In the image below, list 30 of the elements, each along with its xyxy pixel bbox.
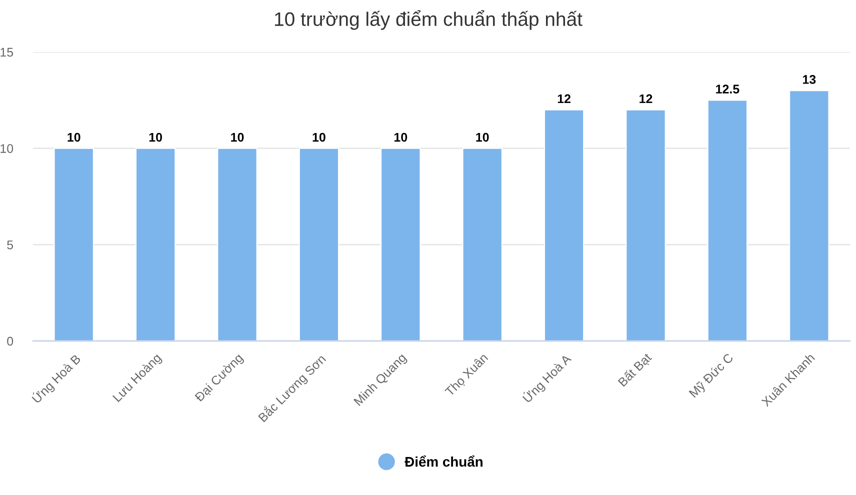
data-label: 10 — [476, 132, 489, 142]
bar — [544, 109, 584, 341]
bar — [707, 100, 748, 341]
y-tick-label: 5 — [7, 240, 14, 250]
chart-title: 10 trường lấy điểm chuẩn thấp nhất — [275, 10, 582, 30]
legend-label: Điểm chuẩn — [404, 455, 482, 467]
data-label: 12 — [558, 94, 570, 104]
data-label: 12.5 — [716, 84, 740, 94]
bar — [380, 148, 421, 341]
x-tick-label: Ứng Hoà A — [520, 352, 574, 405]
bar — [626, 109, 666, 341]
data-label: 10 — [394, 132, 408, 142]
y-tick-label: 10 — [0, 144, 14, 153]
y-tick-label: 0 — [7, 336, 14, 346]
y-tick-label: 15 — [0, 48, 14, 57]
x-tick-label: Ứng Hoà B — [30, 352, 83, 406]
bar — [298, 148, 340, 341]
bar — [135, 148, 176, 341]
x-tick-label: Mỹ Đức C — [688, 352, 736, 400]
data-label: 10 — [68, 132, 80, 142]
data-label: 10 — [231, 132, 244, 142]
data-label: 13 — [802, 75, 816, 84]
bar — [462, 148, 503, 341]
bar — [788, 90, 830, 341]
data-label: 10 — [312, 132, 326, 142]
x-tick-label: Bất Bạt — [617, 352, 654, 388]
data-label: 10 — [149, 132, 162, 142]
data-label: 12 — [640, 94, 652, 104]
bar — [217, 148, 258, 341]
bar — [54, 148, 94, 341]
